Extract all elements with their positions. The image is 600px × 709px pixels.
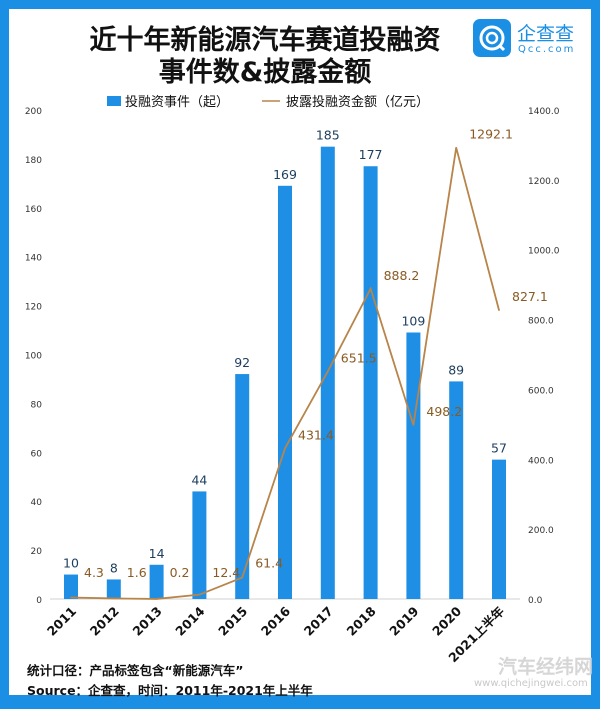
qcc-logo-icon xyxy=(473,19,511,57)
left-axis-tick: 60 xyxy=(31,449,43,459)
bar-2015 xyxy=(235,374,250,599)
bar-2014 xyxy=(192,491,207,599)
bar-label: 44 xyxy=(191,472,207,487)
right-axis-tick: 1000.0 xyxy=(528,247,560,257)
x-axis-tick: 2012 xyxy=(87,604,122,639)
chart-title-line1: 近十年新能源汽车赛道投融资 xyxy=(89,25,441,56)
x-axis-tick: 2014 xyxy=(172,603,207,638)
line-label: 431.4 xyxy=(298,427,334,442)
line-label: 61.4 xyxy=(255,556,283,571)
left-axis-tick: 180 xyxy=(25,156,42,166)
legend-bar-label: 投融资事件（起） xyxy=(125,94,229,110)
line-label: 4.3 xyxy=(84,565,104,580)
watermark-url: www.qichejingwei.com xyxy=(474,678,588,689)
line-point-2016 xyxy=(284,447,286,450)
x-axis-tick: 2020 xyxy=(429,603,464,638)
line-point-2011 xyxy=(70,596,72,599)
right-axis-tick: 600.0 xyxy=(528,386,554,396)
bar-2011 xyxy=(64,574,78,599)
watermark-text: 汽车经纬网 xyxy=(498,656,594,678)
x-axis-tick: 2016 xyxy=(258,603,293,638)
footer-source: Source：企查查，时间：2011年-2021年上半年 xyxy=(27,683,313,698)
logo-subtext: Qcc.com xyxy=(518,44,576,55)
right-axis-tick: 400.0 xyxy=(528,456,554,466)
bar-2013 xyxy=(149,564,164,599)
left-axis-tick: 120 xyxy=(25,303,42,313)
bar-label: 185 xyxy=(316,128,340,143)
line-label: 1292.1 xyxy=(469,127,513,142)
bar-label: 14 xyxy=(149,546,165,561)
line-point-2015 xyxy=(241,576,243,579)
x-axis-tick: 2017 xyxy=(301,604,336,639)
legend-bar-swatch xyxy=(107,96,121,106)
bar-2019 xyxy=(406,332,421,599)
right-axis-tick: 1200.0 xyxy=(528,177,560,187)
bar-label: 10 xyxy=(63,556,79,571)
line-label: 827.1 xyxy=(512,289,548,304)
bar-label: 169 xyxy=(273,167,297,182)
bar-label: 92 xyxy=(234,355,250,370)
right-axis-tick: 800.0 xyxy=(528,317,554,327)
bar-2018 xyxy=(363,166,378,600)
legend-line-label: 披露投融资金额（亿元） xyxy=(286,94,429,110)
line-label: 12.4 xyxy=(212,565,240,580)
bar-label: 89 xyxy=(448,362,464,377)
bar-label: 177 xyxy=(359,147,383,162)
bar-label: 109 xyxy=(401,313,425,328)
x-axis-tick: 2019 xyxy=(386,604,421,639)
left-axis-tick: 140 xyxy=(25,254,42,264)
bar-2016 xyxy=(278,185,292,600)
bar-2021上半年 xyxy=(492,459,506,599)
left-axis-tick: 200 xyxy=(25,107,42,117)
x-axis-tick: 2013 xyxy=(130,604,165,639)
right-axis-tick: 200.0 xyxy=(528,526,554,536)
line-label: 888.2 xyxy=(384,268,420,283)
left-axis-tick: 100 xyxy=(25,352,42,362)
line-point-2017 xyxy=(327,370,329,373)
line-label: 498.2 xyxy=(426,404,462,419)
left-axis-tick: 160 xyxy=(25,205,42,215)
line-label: 0.2 xyxy=(170,565,190,580)
chart-title-line2: 事件数&披露金额 xyxy=(158,57,372,88)
bar-2012 xyxy=(106,579,121,599)
left-axis-tick: 40 xyxy=(31,498,43,508)
line-point-2021上半年 xyxy=(498,309,500,311)
line-point-2014 xyxy=(198,593,201,596)
line-point-2013 xyxy=(155,598,158,600)
footer-note: 统计口径：产品标签包含“新能源汽车” xyxy=(27,663,244,678)
x-axis-tick: 2018 xyxy=(344,604,379,639)
bar-label: 57 xyxy=(491,441,507,456)
right-axis-tick: 1400.0 xyxy=(528,107,560,117)
line-point-2020 xyxy=(455,146,458,149)
x-axis-tick: 2015 xyxy=(215,604,250,639)
line-point-2019 xyxy=(412,424,415,426)
logo-text: 企查查 xyxy=(517,23,575,45)
line-label: 1.6 xyxy=(127,565,147,580)
line-label: 651.5 xyxy=(341,350,377,365)
bar-label: 8 xyxy=(110,560,118,575)
line-point-2018 xyxy=(369,287,372,290)
bar-2020 xyxy=(449,381,464,599)
left-axis-tick: 80 xyxy=(31,400,43,410)
x-axis-tick: 2011 xyxy=(44,604,79,639)
line-point-2012 xyxy=(113,597,115,600)
left-axis-tick: 0 xyxy=(36,596,42,606)
left-axis-tick: 20 xyxy=(31,547,43,557)
right-axis-tick: 0.0 xyxy=(528,596,543,606)
